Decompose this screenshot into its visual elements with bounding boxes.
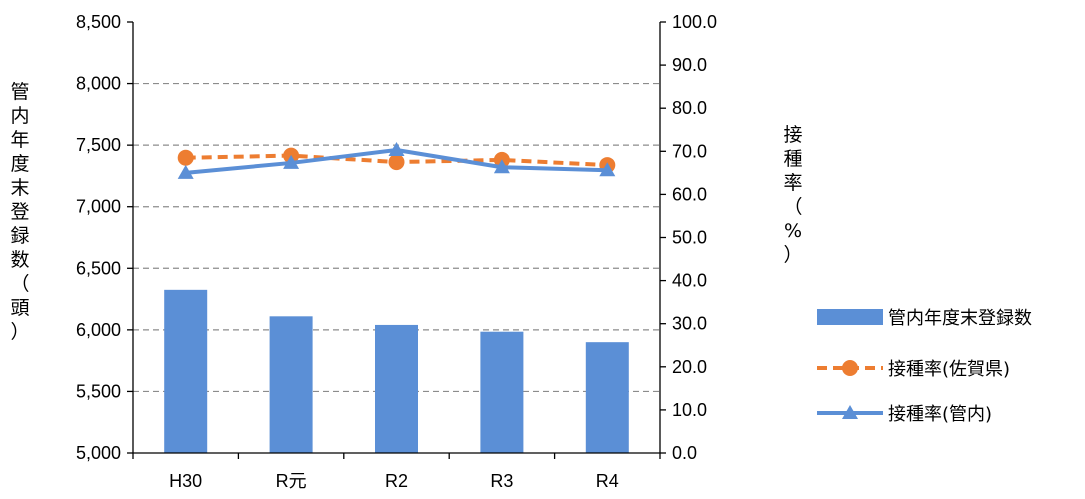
triangle-marker xyxy=(388,142,405,157)
left-axis-title-char: 年 xyxy=(10,129,29,151)
triangle-marker xyxy=(177,164,194,179)
bar xyxy=(585,342,629,453)
left-axis-title-char: 度 xyxy=(10,153,29,175)
left-axis-title-char: （ xyxy=(10,273,29,295)
axis-titles: 管内年度末登録数（頭）接種率（%） xyxy=(10,81,802,343)
left-axis-title-char: 録 xyxy=(10,225,29,247)
right-axis-title-char: 接 xyxy=(783,124,802,146)
right-tick-label: 10.0 xyxy=(672,400,707,420)
left-tick-label: 6,000 xyxy=(76,320,121,340)
left-tick-label: 8,000 xyxy=(76,74,121,94)
left-axis-title-char: 管 xyxy=(10,81,29,103)
right-axis-title-char: ） xyxy=(783,244,802,266)
left-axis-title-char: 登 xyxy=(10,201,29,223)
right-tick-label: 90.0 xyxy=(672,55,707,75)
bar xyxy=(164,289,208,453)
bar xyxy=(269,316,313,453)
left-tick-label: 5,000 xyxy=(76,443,121,463)
x-tick-label: R元 xyxy=(276,471,307,491)
left-tick-label: 7,000 xyxy=(76,197,121,217)
x-tick-label: R2 xyxy=(385,471,408,491)
right-tick-label: 40.0 xyxy=(672,271,707,291)
right-tick-label: 20.0 xyxy=(672,357,707,377)
line-series xyxy=(177,142,616,179)
legend-bar-swatch xyxy=(817,309,883,325)
triangle-marker xyxy=(493,159,510,174)
bar-series xyxy=(164,289,629,453)
left-tick-label: 8,500 xyxy=(76,12,121,32)
legend-label: 管内年度末登録数 xyxy=(888,308,1032,329)
right-tick-label: 70.0 xyxy=(672,141,707,161)
right-tick-label: 60.0 xyxy=(672,184,707,204)
right-axis-title-char: 種 xyxy=(783,148,802,170)
left-tick-label: 7,500 xyxy=(76,135,121,155)
right-axis-title-char: % xyxy=(784,220,802,242)
bar xyxy=(375,324,418,453)
x-tick-label: R4 xyxy=(596,471,619,491)
bar xyxy=(480,331,524,453)
circle-marker xyxy=(842,360,858,376)
x-tick-label: H30 xyxy=(169,471,202,491)
right-axis-title-char: （ xyxy=(783,196,802,218)
right-tick-label: 30.0 xyxy=(672,314,707,334)
right-tick-label: 80.0 xyxy=(672,98,707,118)
tick-labels: 5,000 5,500 6,000 6,500 7,000 7,500 8,000 8,500… xyxy=(76,12,717,491)
left-axis-title-char: ） xyxy=(10,321,29,343)
triangle-marker xyxy=(842,405,858,419)
right-axis-title-char: 率 xyxy=(783,172,802,194)
right-tick-label: 0.0 xyxy=(672,443,697,463)
left-tick-label: 5,500 xyxy=(76,381,121,401)
right-tick-label: 50.0 xyxy=(672,228,707,248)
circle-marker xyxy=(177,149,194,166)
left-axis-title-char: 末 xyxy=(10,177,29,199)
legend-label: 接種率(佐賀県) xyxy=(888,359,1010,380)
triangle-marker xyxy=(283,154,300,169)
legend-label: 接種率(管内) xyxy=(888,404,992,425)
left-tick-label: 6,500 xyxy=(76,258,121,278)
right-tick-label: 100.0 xyxy=(672,12,717,32)
triangle-marker xyxy=(599,162,616,177)
left-axis-title-char: 頭 xyxy=(10,297,29,319)
axes xyxy=(127,21,666,459)
left-axis-title-char: 数 xyxy=(10,249,29,271)
left-axis-title-char: 内 xyxy=(10,105,29,127)
x-tick-label: R3 xyxy=(490,471,513,491)
circle-marker xyxy=(388,154,405,171)
